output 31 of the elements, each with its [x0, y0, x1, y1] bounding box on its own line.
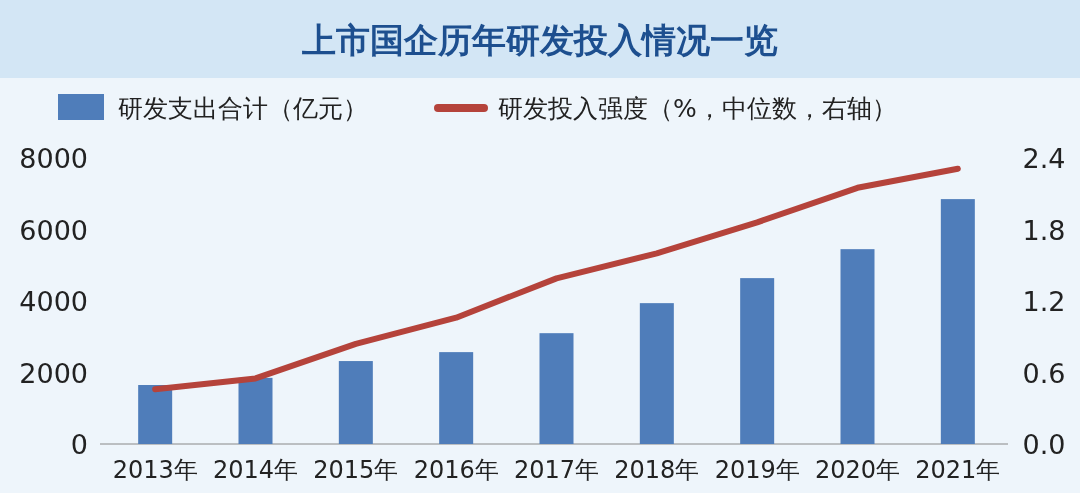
bar [740, 278, 775, 444]
y2-tick-label: 1.8 [1022, 214, 1066, 246]
y2-tick-label: 2.4 [1022, 143, 1066, 174]
x-tick-label: 2017年 [513, 456, 600, 484]
y2-tick-label: 0.6 [1022, 357, 1066, 389]
x-tick-label: 2013年 [112, 456, 198, 484]
y-tick-label: 6000 [19, 214, 88, 246]
y2-tick-label: 1.2 [1022, 286, 1066, 317]
y-tick-label: 2000 [19, 357, 88, 389]
chart-title: 上市国企历年研发投入情况一览 [301, 20, 778, 60]
bar [338, 361, 373, 444]
y2-tick-label: 0.0 [1022, 429, 1066, 460]
bar [238, 377, 273, 444]
bar [840, 249, 875, 444]
x-tick-label: 2018年 [614, 456, 700, 484]
bar [439, 352, 474, 444]
bar [639, 303, 674, 444]
bar [940, 199, 975, 444]
x-tick-label: 2020年 [814, 456, 901, 484]
y-tick-label: 4000 [19, 286, 88, 317]
x-tick-label: 2016年 [413, 456, 499, 484]
legend-label: 研发投入强度（%，中位数，右轴） [498, 94, 897, 123]
x-tick-label: 2015年 [313, 456, 399, 484]
x-tick-label: 2019年 [714, 456, 800, 484]
legend-label: 研发支出合计（亿元） [118, 94, 368, 123]
y-tick-label: 0 [70, 429, 88, 460]
y-tick-label: 8000 [19, 143, 88, 174]
x-tick-label: 2014年 [212, 456, 299, 484]
x-tick-label: 2021年 [915, 456, 1001, 484]
bar [539, 333, 574, 444]
bar [138, 385, 173, 444]
